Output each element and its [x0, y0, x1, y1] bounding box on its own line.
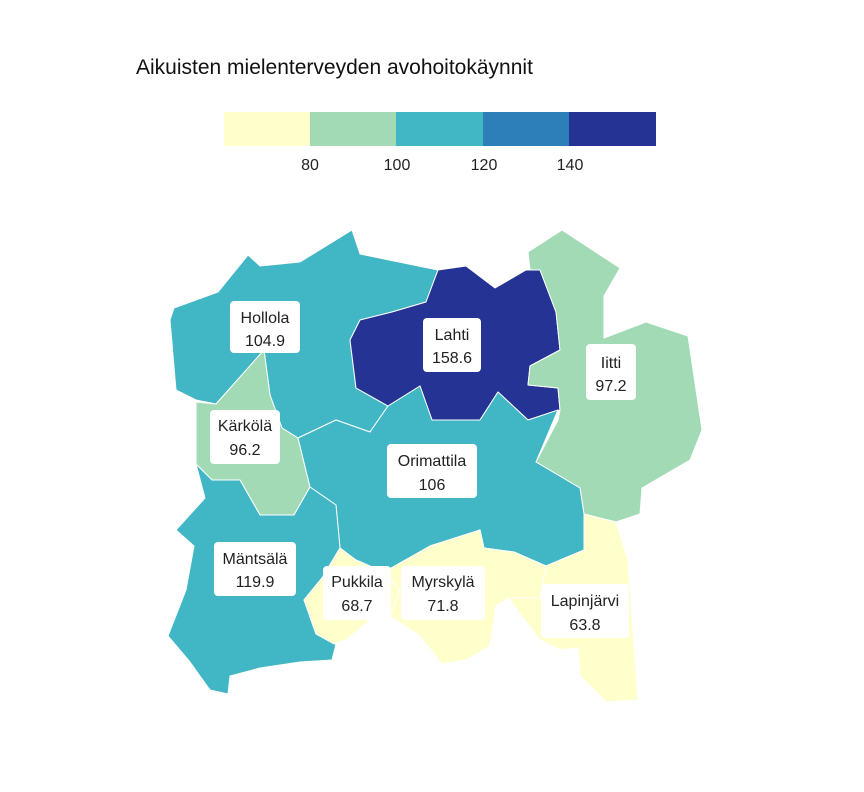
label-lapinjarvi-value: 63.8 — [569, 617, 600, 634]
label-myrskyla-value: 71.8 — [427, 598, 458, 615]
legend-tick-1: 100 — [384, 157, 411, 174]
label-orimattila-name: Orimattila — [398, 453, 467, 470]
legend-swatch-0 — [224, 112, 311, 146]
label-mantsala-name: Mäntsälä — [223, 551, 288, 568]
label-mantsala-value: 119.9 — [236, 574, 275, 591]
label-iitti: Iitti 97.2 — [586, 344, 636, 400]
label-karkola: Kärkölä 96.2 — [210, 410, 280, 464]
label-hollola-name: Hollola — [241, 310, 290, 327]
legend-swatch-3 — [483, 112, 570, 146]
label-hollola-value: 104.9 — [245, 333, 285, 350]
label-pukkila: Pukkila 68.7 — [323, 566, 391, 620]
label-pukkila-name: Pukkila — [331, 574, 383, 591]
region-labels: Hollola 104.9 Lahti 158.6 Iitti 97.2 Kär… — [210, 301, 636, 638]
map-title: Aikuisten mielenterveyden avohoitokäynni… — [136, 56, 533, 79]
label-lahti-name: Lahti — [435, 327, 470, 344]
label-lapinjarvi-name: Lapinjärvi — [551, 593, 619, 610]
label-iitti-name: Iitti — [601, 355, 621, 372]
label-karkola-name: Kärkölä — [218, 418, 272, 435]
label-lahti: Lahti 158.6 — [423, 318, 481, 372]
color-legend: 80 100 120 140 — [224, 112, 656, 174]
label-myrskyla: Myrskylä 71.8 — [401, 566, 485, 620]
legend-swatch-4 — [569, 112, 656, 146]
label-lapinjarvi: Lapinjärvi 63.8 — [541, 584, 629, 638]
label-pukkila-value: 68.7 — [341, 598, 372, 615]
legend-swatch-2 — [396, 112, 484, 146]
label-mantsala: Mäntsälä 119.9 — [214, 542, 296, 596]
label-iitti-value: 97.2 — [595, 378, 626, 395]
label-lahti-value: 158.6 — [432, 350, 472, 367]
label-myrskyla-name: Myrskylä — [411, 574, 474, 591]
legend-swatch-1 — [310, 112, 397, 146]
legend-tick-2: 120 — [471, 157, 498, 174]
legend-tick-3: 140 — [557, 157, 584, 174]
label-orimattila: Orimattila 106 — [387, 444, 477, 498]
label-orimattila-value: 106 — [419, 477, 446, 494]
label-karkola-value: 96.2 — [229, 442, 260, 459]
label-hollola: Hollola 104.9 — [230, 301, 300, 353]
legend-tick-0: 80 — [301, 157, 319, 174]
